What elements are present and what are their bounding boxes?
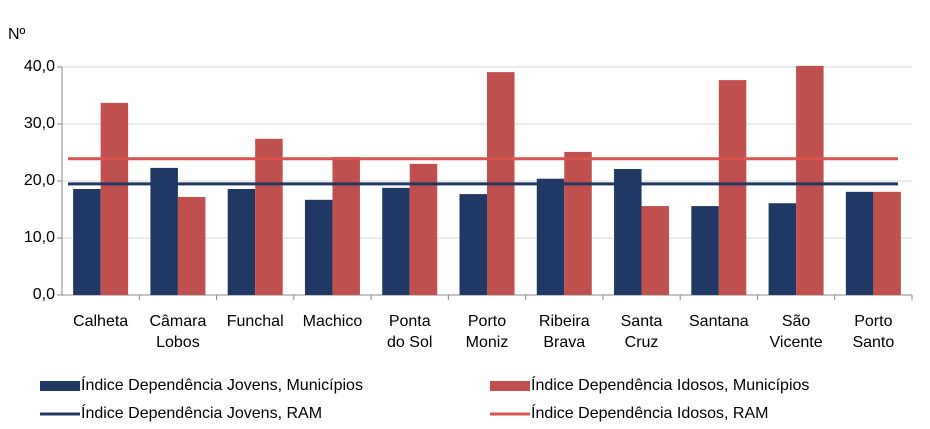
x-tick-label: Porto Moniz [465,313,509,351]
x-tick-label: Câmara Lobos [149,313,207,351]
y-tick-label: 30,0 [24,115,55,132]
legend-swatch [490,381,530,391]
y-axis-label: Nº [8,26,26,43]
bar [332,157,360,295]
legend-swatch [40,381,80,391]
bar [768,203,797,295]
bar [73,188,101,295]
legend-label: Índice Dependência Idosos, RAM [531,403,768,422]
y-tick-label: 0,0 [33,286,55,303]
bar [100,102,129,295]
x-tick-label: Santana [689,313,749,330]
bar [796,65,824,295]
y-tick-label: 10,0 [24,229,55,246]
bar [382,187,410,295]
bar [718,80,747,295]
y-tick-label: 20,0 [24,172,55,189]
x-tick-label: Ponta do Sol [387,313,433,351]
legend-label: Índice Dependência Jovens, RAM [81,403,322,422]
x-tick-label: Calheta [73,313,129,330]
legend-label: Índice Dependência Idosos, Municípios [531,375,809,394]
bar [150,167,178,295]
bar [564,151,592,295]
bar [873,191,901,295]
bar [304,199,333,295]
x-tick-label: Funchal [226,313,284,330]
x-tick-label: São Vicente [769,313,823,351]
x-tick-label: Ribeira Brava [538,313,590,351]
bar [227,188,256,295]
bar [255,138,283,295]
x-tick-label: Santa Cruz [620,313,663,351]
bar [691,206,719,295]
bar [536,178,565,295]
x-tick-label: Machico [302,313,363,330]
bar [845,191,874,295]
bar [177,196,206,295]
y-tick-label: 40,0 [24,58,55,75]
bar [409,163,438,295]
bar [641,206,670,295]
bar [614,169,642,295]
bar [459,194,487,295]
legend-label: Índice Dependência Jovens, Municípios [81,375,363,394]
x-tick-label: Porto Santo [852,313,895,351]
